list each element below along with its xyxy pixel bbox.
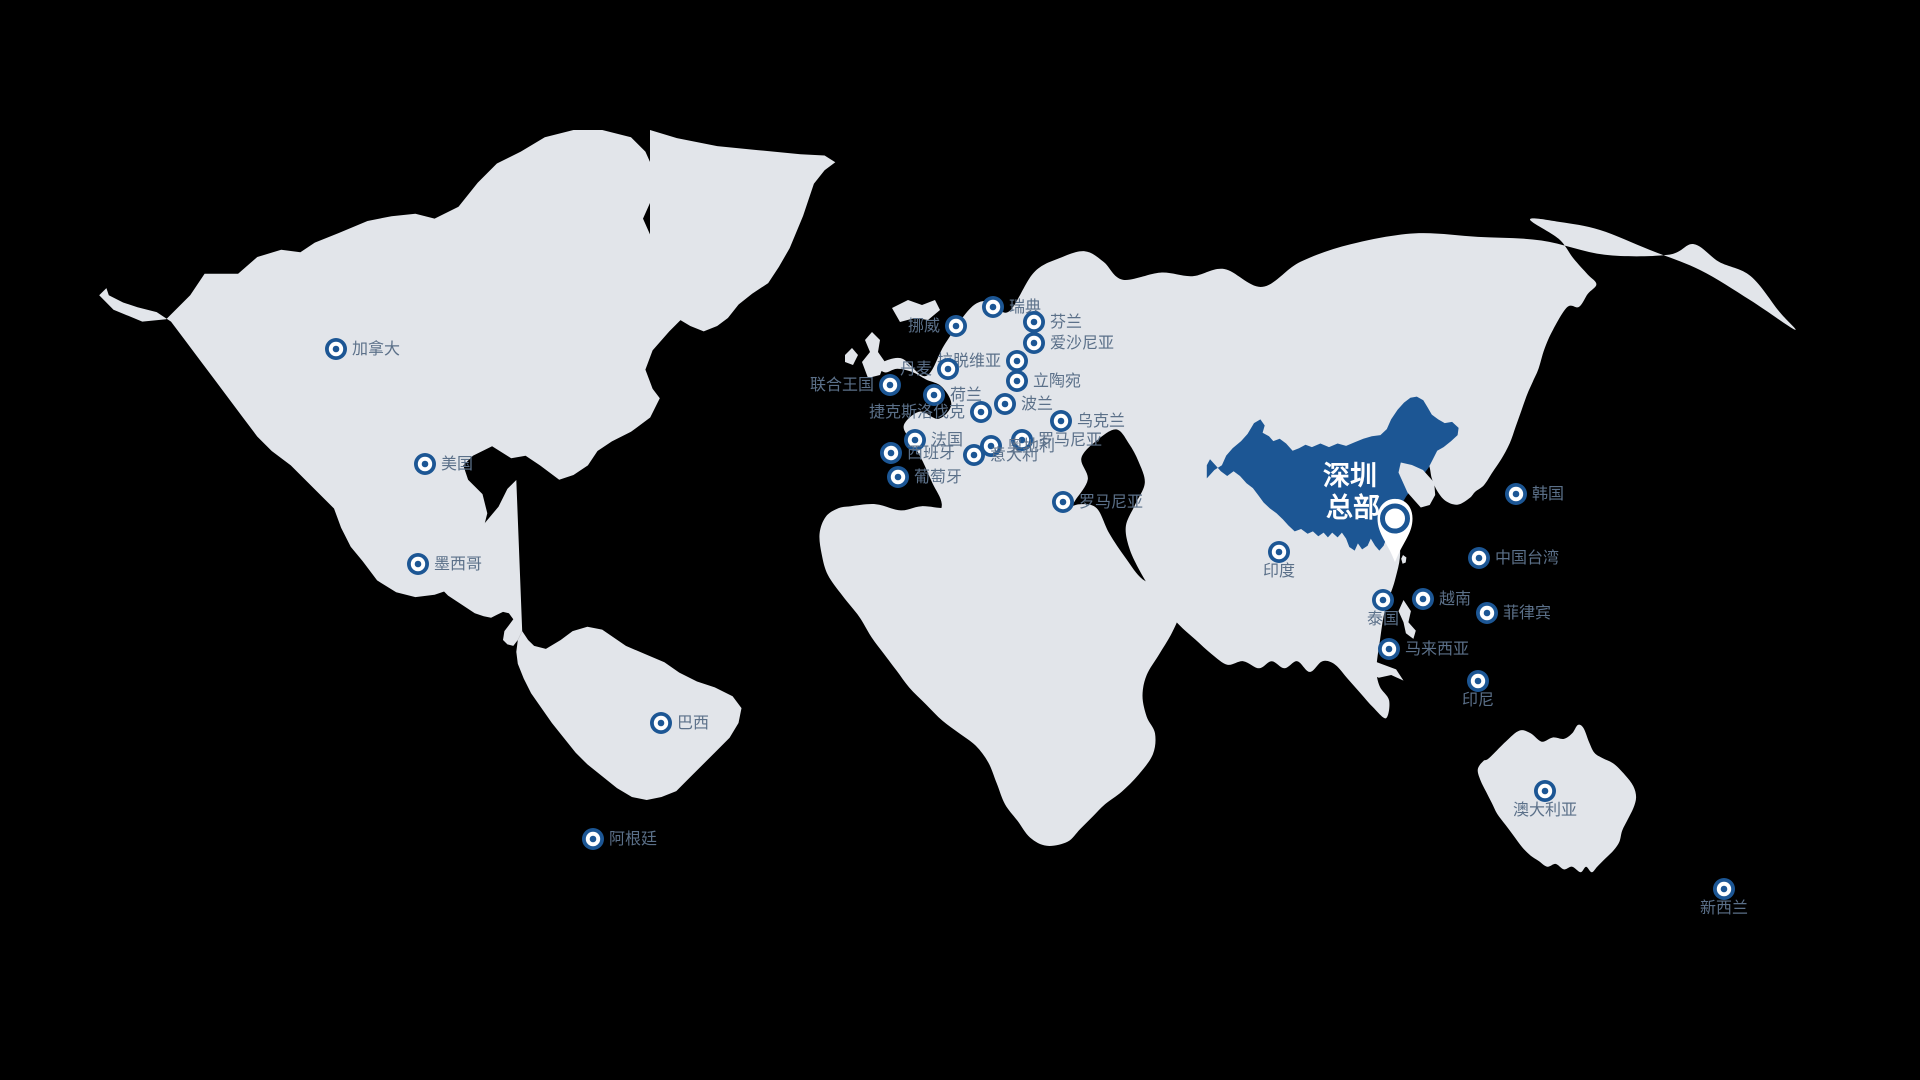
svg-text:美国: 美国 <box>441 455 473 473</box>
svg-text:葡萄牙: 葡萄牙 <box>914 468 962 486</box>
svg-text:深圳: 深圳 <box>1323 461 1377 491</box>
svg-text:波兰: 波兰 <box>1021 395 1053 413</box>
svg-text:爱沙尼亚: 爱沙尼亚 <box>1050 334 1114 352</box>
svg-text:罗马尼亚: 罗马尼亚 <box>1079 493 1143 511</box>
svg-text:加拿大: 加拿大 <box>352 339 400 358</box>
svg-text:中国台湾: 中国台湾 <box>1495 549 1559 567</box>
svg-text:泰国: 泰国 <box>1367 610 1399 628</box>
svg-text:联合王国: 联合王国 <box>810 376 874 394</box>
svg-text:乌克兰: 乌克兰 <box>1077 412 1125 430</box>
svg-text:墨西哥: 墨西哥 <box>434 556 482 573</box>
svg-text:丹麦: 丹麦 <box>900 360 932 378</box>
svg-text:捷克斯洛伐克: 捷克斯洛伐克 <box>869 403 965 421</box>
svg-text:韩国: 韩国 <box>1532 485 1564 503</box>
svg-text:越南: 越南 <box>1439 590 1471 608</box>
svg-text:马来西亚: 马来西亚 <box>1405 640 1469 658</box>
svg-text:印尼: 印尼 <box>1462 691 1494 709</box>
svg-text:西班牙: 西班牙 <box>907 444 955 462</box>
svg-text:菲律宾: 菲律宾 <box>1503 604 1551 622</box>
svg-text:澳大利亚: 澳大利亚 <box>1513 801 1577 819</box>
svg-text:意大利: 意大利 <box>990 445 1038 464</box>
svg-text:巴西: 巴西 <box>677 715 709 732</box>
svg-text:芬兰: 芬兰 <box>1050 313 1082 331</box>
svg-text:印度: 印度 <box>1263 562 1295 580</box>
svg-text:荷兰: 荷兰 <box>950 386 982 404</box>
svg-text:总部: 总部 <box>1326 492 1380 523</box>
svg-text:阿根廷: 阿根廷 <box>609 830 657 848</box>
svg-text:挪威: 挪威 <box>908 317 940 335</box>
svg-text:立陶宛: 立陶宛 <box>1033 372 1081 390</box>
svg-text:新西兰: 新西兰 <box>1700 899 1748 917</box>
